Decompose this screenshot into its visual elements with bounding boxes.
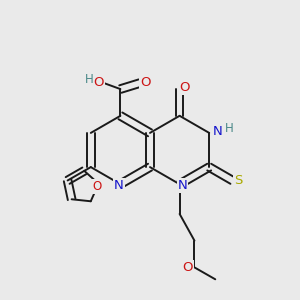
Text: N: N: [114, 179, 124, 192]
Text: O: O: [92, 180, 102, 193]
Text: O: O: [94, 76, 104, 89]
Text: N: N: [213, 125, 222, 138]
Text: H: H: [225, 122, 234, 135]
Text: O: O: [183, 261, 193, 274]
Text: H: H: [85, 73, 94, 86]
Text: O: O: [180, 81, 190, 94]
Text: S: S: [234, 174, 242, 187]
Text: O: O: [140, 76, 150, 89]
Text: N: N: [178, 179, 188, 192]
